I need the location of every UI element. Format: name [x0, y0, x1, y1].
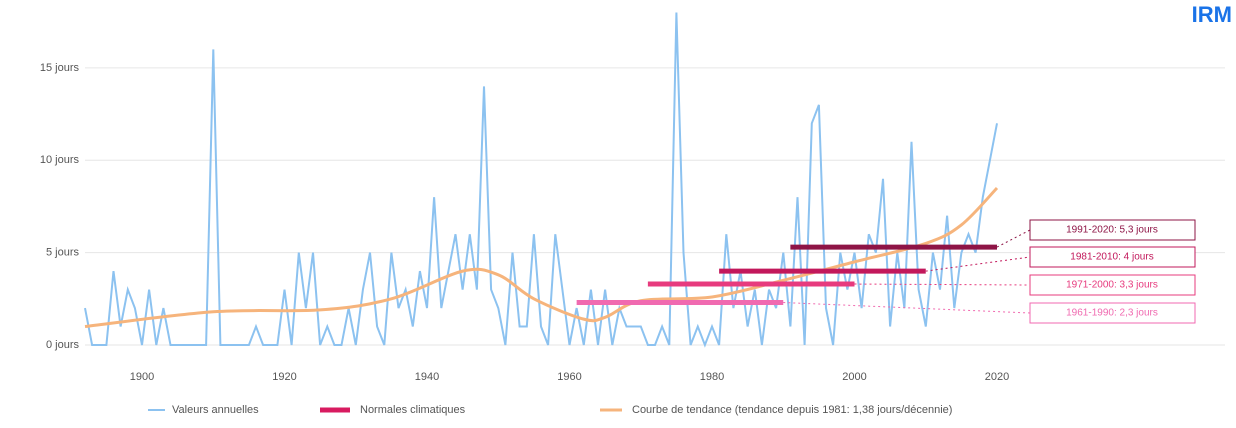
- annual-line: [84, 12, 998, 348]
- normal-connector: [996, 229, 1031, 248]
- x-tick-label: 1960: [557, 371, 581, 383]
- normal-label-box: [1029, 246, 1196, 268]
- x-tick-label: 2020: [985, 371, 1009, 383]
- normal-label: 1991-2020: 5,3 jours: [1066, 225, 1158, 236]
- y-tick-label: 5 jours: [46, 247, 80, 259]
- normal-connector: [854, 283, 1031, 286]
- x-tick-label: 1980: [700, 371, 724, 383]
- x-tick-label: 1900: [130, 371, 154, 383]
- legend-label: Normales climatiques: [360, 404, 466, 416]
- x-tick-label: 2000: [842, 371, 866, 383]
- normal-label-box: [1029, 219, 1196, 241]
- normal-connector: [925, 256, 1031, 272]
- normal-connector: [783, 302, 1031, 314]
- trend-line: [84, 186, 999, 329]
- legend-label: Courbe de tendance (tendance depuis 1981…: [632, 404, 952, 416]
- normal-label: 1981-2010: 4 jours: [1070, 252, 1153, 263]
- logo: IRM: [1192, 2, 1232, 27]
- normal-label: 1961-1990: 2,3 jours: [1066, 308, 1158, 319]
- y-tick-label: 10 jours: [40, 154, 80, 166]
- normal-label-box: [1029, 274, 1196, 296]
- x-tick-label: 1940: [415, 371, 439, 383]
- normal-label-box: [1029, 302, 1196, 324]
- y-tick-label: 15 jours: [40, 62, 80, 74]
- y-tick-label: 0 jours: [46, 339, 80, 351]
- x-tick-label: 1920: [272, 371, 296, 383]
- legend-label: Valeurs annuelles: [172, 404, 259, 416]
- normal-label: 1971-2000: 3,3 jours: [1066, 280, 1158, 291]
